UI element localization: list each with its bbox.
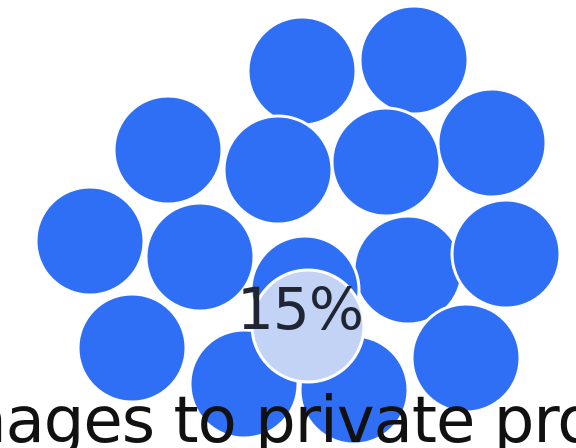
dot	[112, 94, 224, 206]
dot	[450, 198, 562, 310]
dot	[76, 292, 188, 404]
dot	[246, 15, 358, 127]
dot	[222, 114, 334, 226]
highlight-dot	[250, 268, 366, 384]
dot	[358, 4, 470, 116]
dot	[436, 87, 548, 199]
percent-label: 15%	[237, 275, 364, 343]
caption-text: nages to private pro	[0, 384, 576, 448]
dot	[410, 302, 522, 414]
dot	[34, 185, 146, 297]
dot	[330, 106, 442, 218]
dot	[144, 201, 256, 313]
